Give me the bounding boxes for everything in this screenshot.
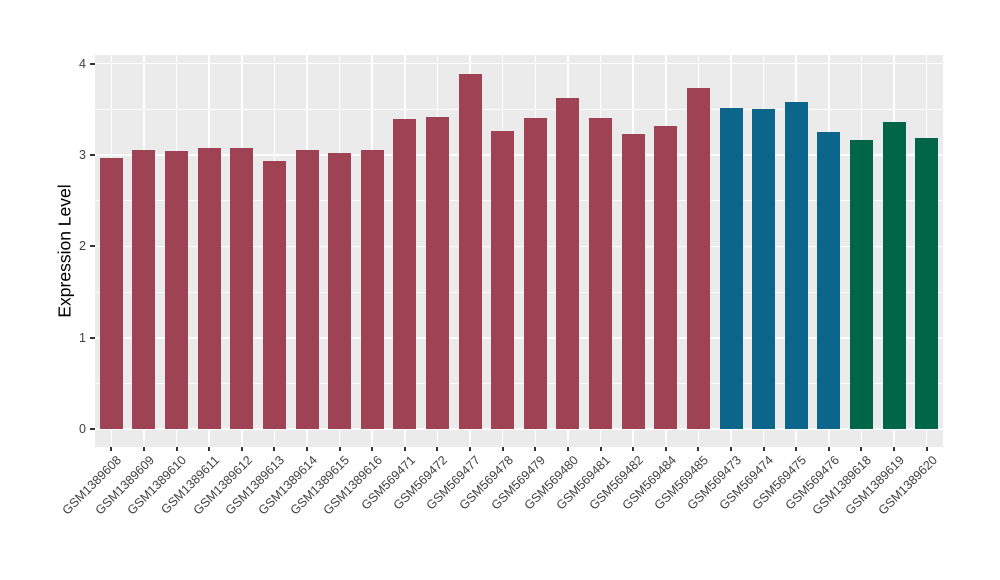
- x-axis-tick: [371, 447, 374, 451]
- bar-GSM569485: [686, 88, 710, 430]
- y-tick-label: 2: [79, 239, 86, 254]
- x-axis-tick: [795, 447, 798, 451]
- bar-GSM1389614: [295, 150, 319, 430]
- gridline-major-horizontal: [95, 62, 943, 65]
- gridline-minor-horizontal: [95, 108, 943, 110]
- bar-GSM1389619: [882, 122, 906, 430]
- x-axis-tick: [762, 447, 765, 451]
- bar-GSM1389618: [849, 139, 873, 430]
- y-axis-tick: [90, 428, 95, 431]
- x-axis-tick: [566, 447, 569, 451]
- x-axis-tick: [860, 447, 863, 451]
- bar-GSM569484: [654, 125, 678, 430]
- bar-GSM1389610: [165, 151, 189, 430]
- bar-GSM1389620: [915, 137, 939, 430]
- x-axis-tick: [142, 447, 145, 451]
- x-axis-tick: [338, 447, 341, 451]
- x-axis-tick: [730, 447, 732, 451]
- x-axis-tick: [893, 447, 896, 451]
- x-axis-tick: [469, 447, 472, 451]
- y-tick-label: 3: [79, 148, 86, 163]
- bar-GSM569472: [425, 116, 449, 430]
- gridline-major-horizontal: [95, 154, 943, 156]
- bar-GSM1389608: [99, 157, 123, 430]
- bar-GSM569476: [817, 132, 841, 430]
- gridline-major-horizontal: [95, 428, 943, 430]
- bar-GSM569474: [752, 109, 776, 430]
- gridline-major-horizontal: [95, 245, 943, 248]
- bar-GSM569479: [523, 117, 547, 430]
- x-axis-tick: [110, 447, 113, 451]
- y-tick-label: 0: [79, 422, 86, 437]
- gridline-major-horizontal: [95, 337, 943, 339]
- x-axis-tick: [534, 447, 537, 451]
- bar-GSM1389612: [230, 147, 254, 430]
- x-axis-tick: [306, 447, 308, 451]
- x-tick-label: GSM1389620: [875, 453, 940, 518]
- x-axis-tick: [925, 447, 928, 451]
- bar-GSM569477: [458, 73, 482, 430]
- x-axis-tick: [436, 447, 439, 451]
- plot-panel: [95, 55, 943, 447]
- bar-GSM569481: [589, 117, 613, 430]
- gridline-minor-horizontal: [95, 382, 943, 384]
- bar-GSM569475: [784, 102, 808, 430]
- bar-GSM569478: [491, 131, 515, 430]
- y-axis-tick: [90, 154, 95, 157]
- y-tick-label: 4: [79, 56, 86, 71]
- x-axis-tick: [208, 447, 211, 451]
- bar-GSM1389615: [328, 153, 352, 430]
- y-axis-tick: [90, 336, 95, 339]
- x-axis-tick: [697, 447, 700, 451]
- x-axis-tick: [632, 447, 635, 451]
- bar-GSM1389613: [262, 160, 286, 430]
- gridline-minor-horizontal: [95, 200, 943, 202]
- gridline-minor-horizontal: [95, 291, 943, 293]
- x-axis-tick: [599, 447, 602, 451]
- x-axis-tick: [240, 447, 243, 451]
- bar-GSM569471: [393, 118, 417, 430]
- bar-GSM569473: [719, 107, 743, 430]
- y-tick-label: 1: [79, 330, 86, 345]
- x-axis-tick: [827, 447, 830, 451]
- y-axis-tick: [90, 245, 95, 248]
- bar-GSM569480: [556, 98, 580, 430]
- bar-GSM1389616: [360, 149, 384, 430]
- x-axis-tick: [501, 447, 504, 451]
- x-axis-tick: [403, 447, 406, 451]
- bar-GSM1389611: [197, 147, 221, 430]
- x-axis-tick: [175, 447, 178, 451]
- x-axis-tick: [273, 447, 276, 451]
- bar-GSM569482: [621, 134, 645, 430]
- bar-GSM1389609: [132, 150, 156, 430]
- x-axis-tick: [664, 447, 667, 451]
- y-axis-tick: [90, 62, 95, 65]
